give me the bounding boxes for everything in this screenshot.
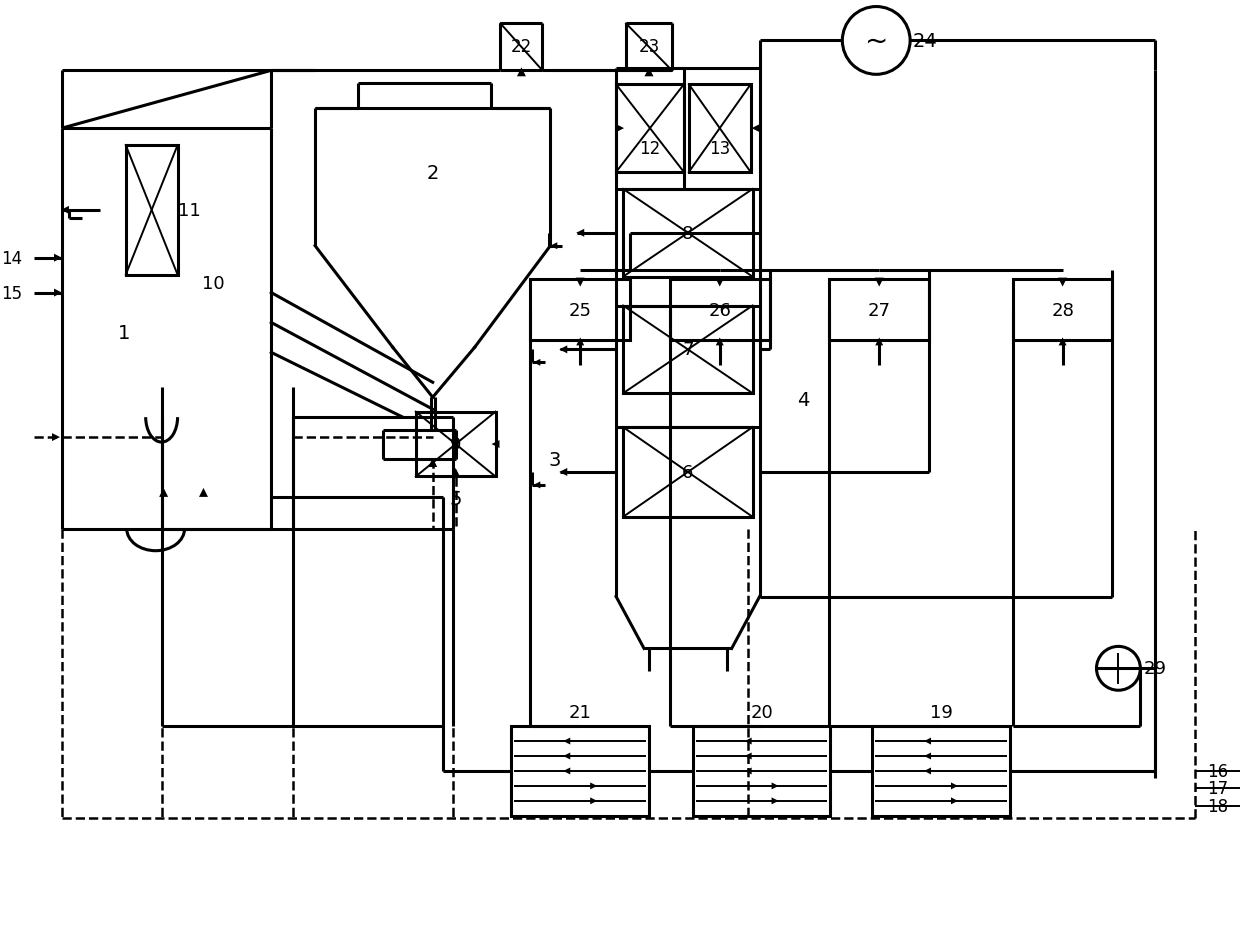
Text: 11: 11 — [179, 202, 201, 220]
Polygon shape — [751, 125, 760, 133]
Text: 21: 21 — [569, 704, 591, 721]
Bar — [125, 146, 177, 275]
Polygon shape — [924, 768, 931, 775]
Text: 10: 10 — [202, 274, 224, 292]
Text: 27: 27 — [868, 301, 890, 319]
Text: 22: 22 — [511, 38, 532, 57]
Bar — [872, 727, 1009, 816]
Polygon shape — [715, 338, 724, 346]
Polygon shape — [428, 459, 438, 467]
Text: 5: 5 — [449, 489, 461, 509]
Bar — [830, 279, 929, 341]
Text: 20: 20 — [750, 704, 773, 721]
Polygon shape — [533, 360, 541, 366]
Polygon shape — [590, 782, 598, 790]
Bar — [622, 427, 753, 517]
Text: ~: ~ — [864, 28, 888, 56]
Bar — [616, 85, 684, 172]
Text: 3: 3 — [548, 450, 560, 469]
Text: 18: 18 — [1208, 797, 1229, 815]
Polygon shape — [1059, 338, 1066, 346]
Text: 26: 26 — [708, 301, 732, 319]
Text: 4: 4 — [797, 390, 810, 410]
Polygon shape — [577, 230, 584, 237]
Polygon shape — [551, 243, 557, 250]
Polygon shape — [924, 738, 931, 744]
Polygon shape — [198, 489, 208, 498]
Polygon shape — [715, 278, 724, 287]
Text: 15: 15 — [1, 285, 22, 302]
Polygon shape — [924, 753, 931, 760]
Text: 7: 7 — [682, 341, 693, 359]
Polygon shape — [645, 69, 653, 77]
Text: 6: 6 — [682, 464, 693, 481]
Text: 9: 9 — [450, 436, 461, 453]
Polygon shape — [951, 782, 959, 790]
Polygon shape — [874, 278, 884, 287]
Bar — [622, 190, 753, 277]
Text: 12: 12 — [640, 140, 661, 158]
Polygon shape — [563, 738, 570, 744]
Polygon shape — [745, 768, 751, 775]
Polygon shape — [563, 753, 570, 760]
Polygon shape — [745, 738, 751, 744]
Polygon shape — [771, 782, 779, 790]
Text: 29: 29 — [1143, 660, 1167, 678]
Text: 16: 16 — [1208, 762, 1229, 781]
Polygon shape — [517, 69, 526, 77]
Text: 17: 17 — [1208, 779, 1229, 797]
Bar — [531, 279, 630, 341]
Text: 24: 24 — [913, 32, 937, 51]
Polygon shape — [875, 338, 883, 346]
Polygon shape — [159, 489, 169, 498]
Polygon shape — [616, 125, 624, 133]
Bar — [1013, 279, 1112, 341]
Text: 14: 14 — [1, 249, 22, 267]
Polygon shape — [52, 434, 60, 441]
Polygon shape — [559, 346, 567, 354]
Polygon shape — [1058, 278, 1068, 287]
Text: 19: 19 — [930, 704, 952, 721]
Polygon shape — [563, 768, 570, 775]
Polygon shape — [575, 278, 585, 287]
Text: 28: 28 — [1052, 301, 1074, 319]
Polygon shape — [55, 254, 62, 262]
Text: 23: 23 — [639, 38, 660, 57]
Polygon shape — [61, 207, 69, 215]
Bar — [689, 85, 750, 172]
Bar — [511, 727, 649, 816]
Polygon shape — [590, 797, 598, 805]
Text: 8: 8 — [682, 224, 693, 243]
Polygon shape — [451, 468, 460, 477]
Bar — [670, 279, 770, 341]
Polygon shape — [533, 482, 541, 489]
Polygon shape — [55, 289, 62, 298]
Text: 2: 2 — [427, 164, 439, 184]
Polygon shape — [491, 440, 500, 449]
Polygon shape — [559, 468, 567, 476]
Text: 25: 25 — [569, 301, 591, 319]
Bar — [415, 413, 496, 476]
Polygon shape — [771, 797, 779, 805]
Bar — [622, 306, 753, 394]
Text: 1: 1 — [118, 324, 130, 343]
Text: 13: 13 — [709, 140, 730, 158]
Bar — [693, 727, 831, 816]
Polygon shape — [951, 797, 959, 805]
Polygon shape — [577, 338, 584, 346]
Polygon shape — [745, 753, 751, 760]
